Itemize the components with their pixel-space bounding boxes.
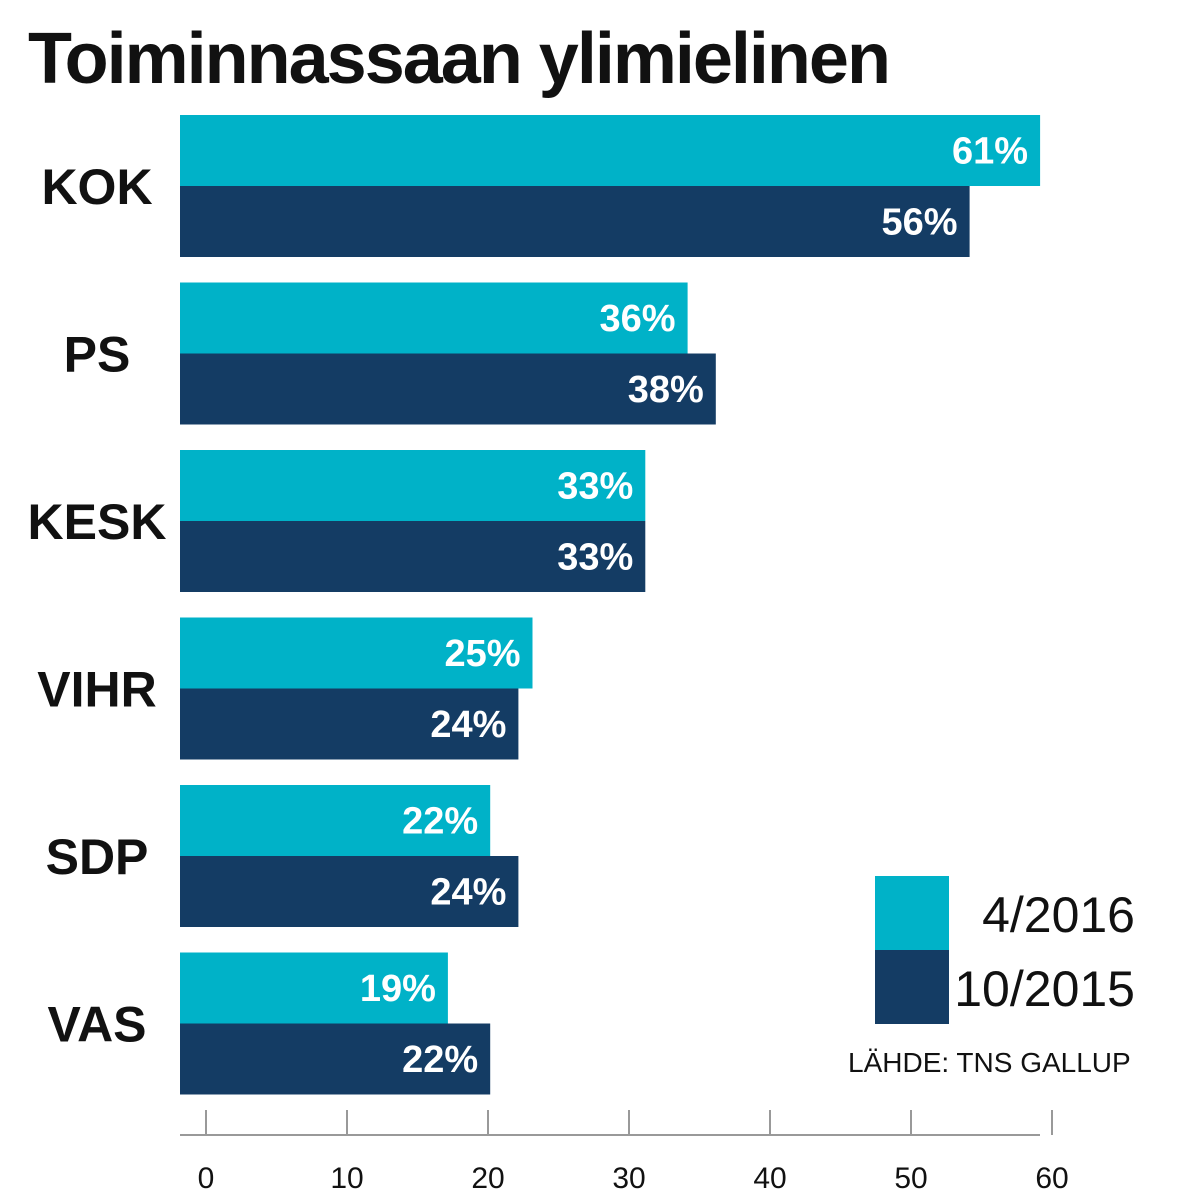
bar-sdp-series1 [180,785,491,856]
legend-swatch-series2 [875,950,949,1024]
data-label-kesk-series2: 33% [557,537,633,579]
category-label-ps: PS [64,327,131,383]
bar-sdp-series2 [180,856,519,927]
category-labels: KOK PS KESK VIHR SDP VAS [28,159,167,1053]
x-tick-label-10: 10 [330,1162,363,1195]
legend-label-series1: 4/2016 [982,887,1135,943]
category-label-vas: VAS [47,997,146,1053]
bar-kesk-series1 [180,450,646,521]
bars-layer: 61% 56% 36% 38% 33% 33% 25% 24% 22% 24% 19% 22% [180,115,1041,1095]
x-tick-label-20: 20 [471,1162,504,1195]
bar-vihr-series2 [180,688,519,760]
data-label-vihr-series2: 24% [430,704,506,746]
bar-vihr-series1 [180,617,533,689]
data-label-ps-series1: 36% [600,298,676,340]
bar-vas-series1 [180,952,448,1024]
source-note: LÄHDE: TNS GALLUP [848,1047,1131,1078]
category-label-vihr: VIHR [37,662,156,718]
data-label-kok-series1: 61% [952,131,1028,173]
x-tick-label-40: 40 [753,1162,786,1195]
bar-vas-series2 [180,1023,491,1095]
bar-kesk-series2 [180,521,646,592]
bar-ps-series2 [180,353,716,425]
category-label-kesk: KESK [28,494,167,550]
bar-kok-series2 [180,186,970,257]
data-label-ps-series2: 38% [628,369,704,411]
data-label-vihr-series1: 25% [444,633,520,675]
data-label-kok-series2: 56% [882,202,958,244]
data-label-sdp-series1: 22% [402,801,478,843]
category-label-kok: KOK [41,159,152,215]
x-tick-label-60: 60 [1035,1162,1068,1195]
data-label-vas-series2: 22% [402,1039,478,1081]
category-label-sdp: SDP [46,829,149,885]
data-label-vas-series1: 19% [360,968,436,1010]
legend-swatch-series1 [875,876,949,950]
legend-label-series2: 10/2015 [954,961,1135,1017]
chart-title: Toiminnassaan ylimielinen [28,19,891,99]
x-tick-label-0: 0 [198,1162,215,1195]
x-axis: 0 10 20 30 40 50 60 [180,1110,1069,1195]
bar-kok-series1 [180,115,1041,186]
bar-ps-series1 [180,282,688,354]
data-label-sdp-series2: 24% [430,872,506,914]
legend: 4/2016 10/2015 [875,876,1135,1024]
data-label-kesk-series1: 33% [557,466,633,508]
x-tick-label-30: 30 [612,1162,645,1195]
x-tick-label-50: 50 [894,1162,927,1195]
